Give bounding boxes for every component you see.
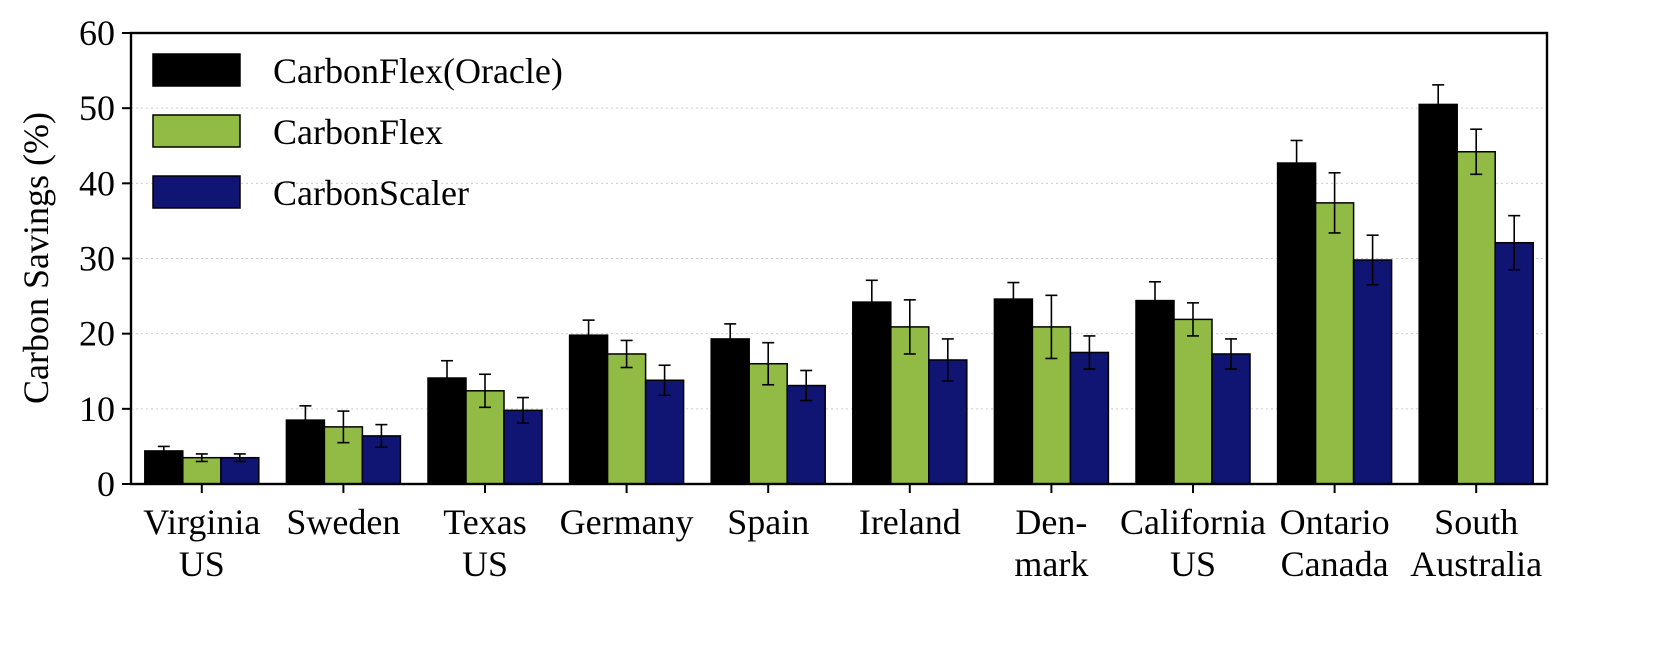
bar (1314, 202, 1355, 485)
bar (144, 450, 184, 485)
bar (1211, 353, 1251, 485)
x-tick-label-line: Virginia (143, 502, 260, 542)
x-tick-label-line: Spain (727, 502, 809, 542)
legend-label: CarbonScaler (273, 173, 469, 213)
y-tick-label: 0 (97, 464, 115, 504)
x-tick-label-line: Ireland (859, 502, 961, 542)
bar (1135, 299, 1175, 485)
bar (1276, 162, 1317, 485)
legend-swatch (152, 53, 241, 87)
x-tick-label-line: US (462, 544, 508, 584)
x-tick-label: South Australia (1410, 502, 1542, 584)
x-tick-label: Spain (727, 502, 809, 542)
legend-swatch (152, 175, 241, 209)
error-bars (157, 84, 1521, 463)
x-tick-label-line: Texas (443, 502, 526, 542)
bar (1069, 351, 1110, 485)
x-tick-label: Ireland (859, 502, 961, 542)
bar (1418, 103, 1458, 485)
x-tick-label: Virginia US (143, 502, 260, 584)
x-tick-label-line: South (1434, 502, 1518, 542)
bars (144, 103, 1534, 485)
y-tick-label: 20 (79, 314, 115, 354)
bar (1494, 241, 1534, 485)
x-tick-label: Den-mark (1014, 502, 1088, 584)
x-tick-label-line: Den- (1015, 502, 1087, 542)
x-tick-label-line: Australia (1410, 544, 1542, 584)
bar (1173, 318, 1213, 485)
x-tick-label-line: California (1120, 502, 1266, 542)
y-tick-label: 30 (79, 239, 115, 279)
bar (852, 301, 892, 485)
x-tick-label-line: Germany (560, 502, 694, 542)
bar (710, 338, 750, 485)
legend: CarbonFlex(Oracle) CarbonFlex CarbonScaler (152, 51, 563, 213)
x-tick-label: California US (1120, 502, 1266, 584)
x-tick-label-line: mark (1014, 544, 1088, 584)
legend-swatch (152, 114, 241, 148)
x-tick-label-line: Ontario (1280, 502, 1390, 542)
x-tick-label-line: Canada (1281, 544, 1389, 584)
legend-label: CarbonFlex (273, 112, 443, 152)
x-tick-label: Ontario Canada (1280, 502, 1390, 584)
bar (606, 353, 647, 485)
y-tick-label: 10 (79, 389, 115, 429)
x-tick-label: Texas US (443, 502, 526, 584)
y-tick-label: 40 (79, 163, 115, 203)
x-tick-label-line: Sweden (286, 502, 400, 542)
x-tick-label: Sweden (286, 502, 400, 542)
bar (568, 334, 609, 485)
bar (993, 298, 1034, 485)
bar (1352, 259, 1393, 485)
legend-label: CarbonFlex(Oracle) (273, 51, 563, 91)
bar (786, 384, 826, 485)
bar (1456, 151, 1496, 485)
x-tick-label-line: US (179, 544, 225, 584)
y-tick-label: 60 (79, 13, 115, 53)
y-axis-label: Carbon Savings (%) (16, 112, 56, 404)
x-tick-label: Germany (560, 502, 694, 542)
y-tick-label: 50 (79, 88, 115, 128)
x-tick-label-line: US (1170, 544, 1216, 584)
